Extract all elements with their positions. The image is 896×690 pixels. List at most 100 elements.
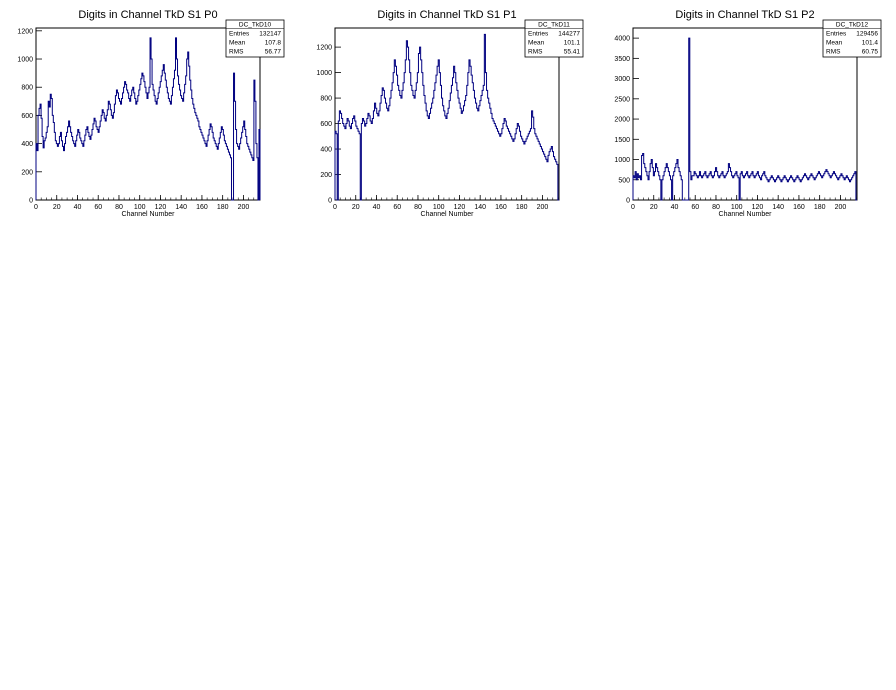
x-tick-label: 80 bbox=[712, 204, 720, 211]
y-tick-label: 600 bbox=[21, 113, 33, 120]
y-tick-label: 1200 bbox=[316, 45, 332, 52]
y-tick-label: 0 bbox=[626, 198, 630, 205]
x-tick-label: 140 bbox=[772, 204, 784, 211]
histogram-panel: Digits in Channel TkD S1 P2 0 20 40 60 80 100 1… bbox=[614, 9, 882, 218]
histogram-panel: Digits in Channel TkD S1 P0 0 20 40 60 80 100 1… bbox=[17, 9, 285, 218]
chart-title: Digits in Channel TkD S1 P2 bbox=[675, 9, 814, 21]
stats-value: 101.4 bbox=[862, 40, 879, 47]
x-tick-label: 60 bbox=[393, 204, 401, 211]
y-tick-label: 1000 bbox=[316, 70, 332, 77]
y-tick-label: 200 bbox=[21, 169, 33, 176]
y-tick-label: 800 bbox=[320, 96, 332, 103]
x-tick-label: 140 bbox=[474, 204, 486, 211]
y-tick-label: 3500 bbox=[614, 56, 630, 63]
stats-label: Mean bbox=[229, 40, 246, 47]
stats-label: Entries bbox=[528, 31, 549, 38]
histogram-series-line bbox=[632, 37, 857, 201]
stats-label: Mean bbox=[528, 40, 545, 47]
x-tick-label: 100 bbox=[731, 204, 743, 211]
histogram-panel: Digits in Channel TkD S1 P1 0 20 40 60 80 100 1… bbox=[316, 9, 584, 218]
y-tick-label: 2000 bbox=[614, 117, 630, 124]
x-tick-label: 40 bbox=[74, 204, 82, 211]
x-tick-label: 200 bbox=[238, 204, 250, 211]
y-tick-label: 800 bbox=[21, 85, 33, 92]
x-tick-label: 60 bbox=[94, 204, 102, 211]
x-tick-label: 20 bbox=[650, 204, 658, 211]
stats-box: DC_TkD12 Entries 129456 Mean 101.4 RMS 60.75 bbox=[822, 19, 882, 58]
x-tick-label: 120 bbox=[454, 204, 466, 211]
x-tick-label: 160 bbox=[196, 204, 208, 211]
y-tick-label: 1200 bbox=[17, 28, 33, 35]
x-tick-label: 40 bbox=[373, 204, 381, 211]
stats-name: DC_TkD11 bbox=[538, 22, 570, 29]
x-tick-label: 120 bbox=[155, 204, 167, 211]
stats-value: 107.8 bbox=[265, 40, 282, 47]
x-tick-label: 160 bbox=[495, 204, 507, 211]
y-tick-label: 4000 bbox=[614, 36, 630, 43]
stats-value: 55.41 bbox=[564, 49, 581, 56]
stats-label: Mean bbox=[826, 40, 843, 47]
stats-value: 132147 bbox=[259, 31, 281, 38]
chart-title: Digits in Channel TkD S1 P1 bbox=[377, 9, 516, 21]
histogram-series-line bbox=[35, 37, 261, 201]
x-tick-label: 20 bbox=[53, 204, 61, 211]
x-tick-label: 20 bbox=[352, 204, 360, 211]
y-tick-label: 400 bbox=[21, 141, 33, 148]
x-tick-label: 40 bbox=[671, 204, 679, 211]
y-tick-label: 0 bbox=[29, 198, 33, 205]
y-tick-label: 200 bbox=[320, 172, 332, 179]
x-tick-label: 160 bbox=[793, 204, 805, 211]
stats-name: DC_TkD12 bbox=[836, 22, 869, 29]
stats-value: 129456 bbox=[856, 31, 878, 38]
stats-label: RMS bbox=[826, 49, 841, 56]
x-tick-label: 200 bbox=[537, 204, 549, 211]
stats-value: 56.77 bbox=[265, 49, 282, 56]
x-tick-label: 180 bbox=[814, 204, 826, 211]
stats-label: Entries bbox=[229, 31, 250, 38]
stats-label: Entries bbox=[826, 31, 847, 38]
x-tick-label: 80 bbox=[115, 204, 123, 211]
y-tick-label: 500 bbox=[618, 177, 630, 184]
y-tick-label: 600 bbox=[320, 121, 332, 128]
stats-box: DC_TkD10 Entries 132147 Mean 107.8 RMS 56.77 bbox=[225, 19, 285, 58]
chart-title: Digits in Channel TkD S1 P0 bbox=[78, 9, 217, 21]
y-tick-label: 400 bbox=[320, 147, 332, 154]
x-tick-label: 200 bbox=[835, 204, 847, 211]
stats-label: RMS bbox=[528, 49, 543, 56]
y-tick-label: 0 bbox=[328, 198, 332, 205]
x-tick-label: 120 bbox=[752, 204, 764, 211]
y-tick-label: 3000 bbox=[614, 76, 630, 83]
y-tick-label: 1500 bbox=[614, 137, 630, 144]
x-tick-label: 140 bbox=[175, 204, 187, 211]
y-tick-label: 1000 bbox=[614, 157, 630, 164]
y-tick-label: 1000 bbox=[17, 57, 33, 64]
stats-frame bbox=[225, 19, 285, 58]
plot-frame bbox=[35, 27, 261, 201]
stats-frame bbox=[822, 19, 882, 58]
y-tick-label: 2500 bbox=[614, 96, 630, 103]
stats-value: 60.75 bbox=[862, 49, 879, 56]
x-axis-label: Channel Number bbox=[719, 211, 773, 218]
x-tick-label: 0 bbox=[34, 204, 38, 211]
stats-box: DC_TkD11 Entries 144277 Mean 101.1 RMS 55.41 bbox=[524, 19, 584, 58]
stats-value: 144277 bbox=[558, 31, 580, 38]
x-axis-label: Channel Number bbox=[122, 211, 176, 218]
plot-frame bbox=[632, 27, 858, 201]
x-axis-label: Channel Number bbox=[421, 211, 475, 218]
x-tick-label: 180 bbox=[516, 204, 528, 211]
stats-value: 101.1 bbox=[564, 40, 581, 47]
x-tick-label: 100 bbox=[134, 204, 146, 211]
stats-frame bbox=[524, 19, 584, 58]
plot-frame bbox=[334, 27, 560, 201]
histogram-series-line bbox=[334, 33, 559, 201]
x-tick-label: 60 bbox=[691, 204, 699, 211]
stats-label: RMS bbox=[229, 49, 244, 56]
x-tick-label: 80 bbox=[414, 204, 422, 211]
x-tick-label: 180 bbox=[217, 204, 229, 211]
x-tick-label: 0 bbox=[333, 204, 337, 211]
stats-name: DC_TkD10 bbox=[239, 22, 272, 29]
x-tick-label: 100 bbox=[433, 204, 445, 211]
x-tick-label: 0 bbox=[631, 204, 635, 211]
